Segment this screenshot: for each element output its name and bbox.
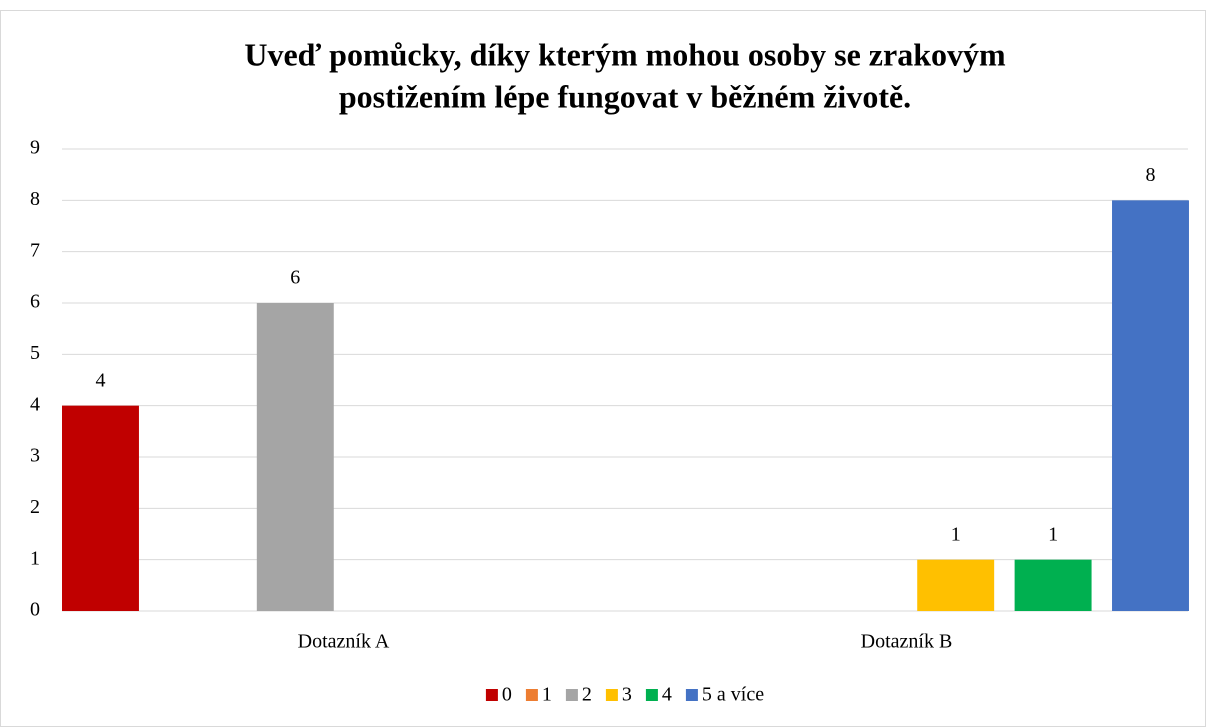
legend-label: 4 <box>662 684 672 706</box>
legend-label: 3 <box>622 684 632 706</box>
y-tick-label: 0 <box>30 599 40 621</box>
y-tick-label: 2 <box>30 496 40 518</box>
x-tick-label: Dotazník B <box>861 631 953 653</box>
chart-border <box>0 10 1206 727</box>
legend-swatch <box>645 689 658 701</box>
legend-swatch <box>485 689 498 701</box>
data-label: 1 <box>951 523 961 545</box>
y-tick-label: 7 <box>30 239 40 261</box>
legend-label: 5 a více <box>702 684 764 706</box>
chart-title: Uveď pomůcky, díky kterým mohou osoby se… <box>244 36 1006 72</box>
y-tick-label: 8 <box>30 188 40 210</box>
legend-swatch <box>565 689 578 701</box>
data-label: 1 <box>1048 523 1058 545</box>
legend-label: 2 <box>582 684 592 706</box>
legend-swatch <box>605 689 618 701</box>
bar <box>1112 200 1189 612</box>
data-label: 4 <box>95 369 105 391</box>
data-label: 6 <box>290 267 300 289</box>
bar <box>917 559 995 611</box>
y-tick-label: 6 <box>30 291 40 313</box>
chart-title: postižením lépe fungovat v běžném životě… <box>339 78 911 114</box>
x-tick-label: Dotazník A <box>298 631 390 653</box>
legend-label: 0 <box>502 684 512 706</box>
bar <box>62 405 139 611</box>
legend-swatch <box>685 689 698 701</box>
y-tick-label: 9 <box>30 137 40 159</box>
y-tick-label: 5 <box>30 342 40 364</box>
bar <box>1014 559 1092 611</box>
bar <box>256 303 334 611</box>
y-tick-label: 3 <box>30 445 40 467</box>
y-tick-label: 1 <box>30 547 40 569</box>
data-label: 8 <box>1145 164 1155 186</box>
legend-swatch <box>525 689 538 701</box>
legend-label: 1 <box>542 684 552 706</box>
y-tick-label: 4 <box>30 393 40 415</box>
